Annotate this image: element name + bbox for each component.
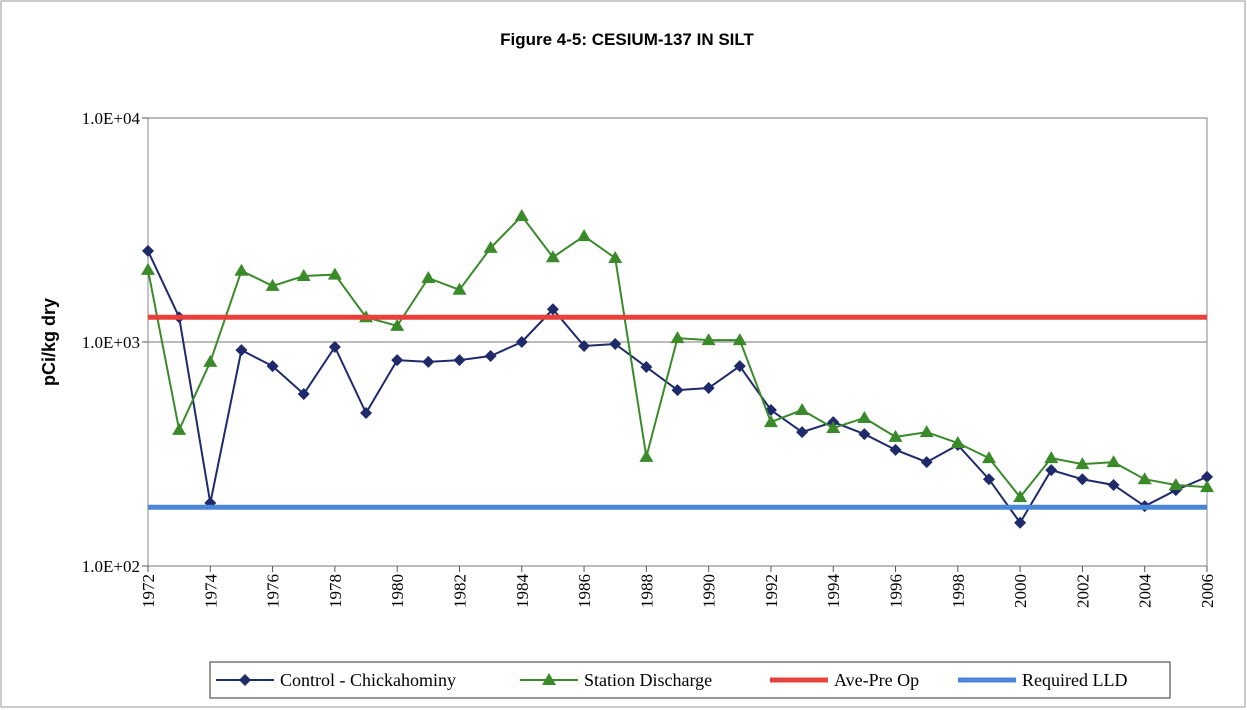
x-tick-label: 1992: [762, 574, 781, 608]
point-marker: [640, 361, 653, 374]
point-marker: [453, 354, 466, 367]
x-tick-label: 1996: [887, 574, 906, 608]
point-marker: [920, 456, 933, 469]
point-marker: [239, 674, 251, 686]
x-tick-label: 1972: [139, 574, 158, 608]
point-marker: [142, 244, 154, 257]
point-marker: [982, 473, 995, 486]
point-marker: [578, 339, 591, 352]
x-tick-label: 1980: [388, 574, 407, 608]
x-tick-label: 1984: [513, 574, 532, 609]
point-marker: [670, 331, 685, 344]
point-marker: [577, 229, 592, 242]
point-marker: [889, 443, 902, 456]
y-tick-label: 1.0E+02: [82, 557, 140, 576]
point-marker: [266, 360, 279, 373]
point-marker: [733, 360, 746, 373]
point-marker: [546, 303, 559, 316]
y-axis-label: pCi/kg dry: [39, 298, 59, 386]
point-marker: [484, 349, 497, 362]
point-marker: [795, 403, 810, 416]
point-marker: [1168, 477, 1183, 490]
chart-title: Figure 4-5: CESIUM-137 IN SILT: [500, 30, 754, 49]
x-tick-label: 1974: [201, 574, 220, 609]
x-tick-label: 2002: [1073, 574, 1092, 608]
point-marker: [390, 318, 405, 331]
legend-label: Control - Chickahominy: [280, 670, 456, 690]
x-tick-label: 2004: [1136, 574, 1155, 609]
point-marker: [1107, 478, 1120, 491]
point-marker: [421, 271, 436, 284]
point-marker: [327, 267, 342, 280]
point-marker: [297, 387, 310, 400]
point-marker: [1137, 472, 1152, 485]
point-marker: [857, 410, 872, 423]
point-marker: [1201, 470, 1213, 483]
x-tick-label: 1978: [326, 574, 345, 608]
point-marker: [235, 344, 248, 357]
point-marker: [141, 262, 155, 275]
point-marker: [981, 451, 996, 464]
point-marker: [888, 429, 903, 442]
point-marker: [452, 282, 467, 295]
point-marker: [1013, 490, 1028, 503]
x-tick-label: 1990: [700, 574, 719, 608]
point-marker: [1014, 516, 1027, 529]
x-tick-label: 2000: [1011, 574, 1030, 608]
point-marker: [172, 422, 187, 435]
point-marker: [763, 415, 778, 428]
point-marker: [1076, 473, 1089, 486]
legend-label: Station Discharge: [584, 670, 712, 690]
x-tick-label: 1982: [450, 574, 469, 608]
x-tick-label: 2006: [1198, 574, 1217, 608]
y-tick-label: 1.0E+03: [82, 333, 140, 352]
x-tick-label: 1976: [264, 574, 283, 608]
point-marker: [545, 250, 560, 263]
point-marker: [826, 421, 841, 434]
point-marker: [296, 269, 311, 282]
point-marker: [514, 209, 529, 222]
point-marker: [542, 673, 556, 685]
point-marker: [858, 428, 871, 441]
point-marker: [608, 251, 623, 264]
point-marker: [639, 449, 654, 462]
y-tick-label: 1.0E+04: [82, 109, 141, 128]
legend-label: Required LLD: [1022, 670, 1127, 690]
point-marker: [919, 425, 934, 438]
point-marker: [360, 406, 373, 419]
point-marker: [515, 336, 528, 348]
point-marker: [732, 333, 747, 346]
point-marker: [328, 340, 341, 353]
point-marker: [1106, 455, 1121, 468]
point-marker: [422, 355, 435, 368]
point-marker: [1044, 451, 1059, 464]
point-marker: [234, 263, 249, 276]
point-marker: [796, 426, 809, 439]
point-marker: [671, 384, 684, 397]
point-marker: [609, 337, 622, 350]
x-tick-label: 1998: [949, 574, 968, 608]
point-marker: [265, 278, 280, 291]
legend-label: Ave-Pre Op: [834, 670, 919, 690]
point-marker: [483, 240, 498, 253]
point-marker: [702, 382, 715, 395]
point-marker: [391, 354, 404, 367]
x-tick-label: 1986: [575, 574, 594, 608]
point-marker: [1045, 464, 1058, 477]
point-marker: [950, 436, 965, 449]
point-marker: [701, 333, 716, 346]
point-marker: [1075, 457, 1090, 470]
x-tick-label: 1994: [824, 574, 843, 609]
x-tick-label: 1988: [637, 574, 656, 608]
point-marker: [203, 354, 218, 367]
point-marker: [1200, 480, 1214, 493]
